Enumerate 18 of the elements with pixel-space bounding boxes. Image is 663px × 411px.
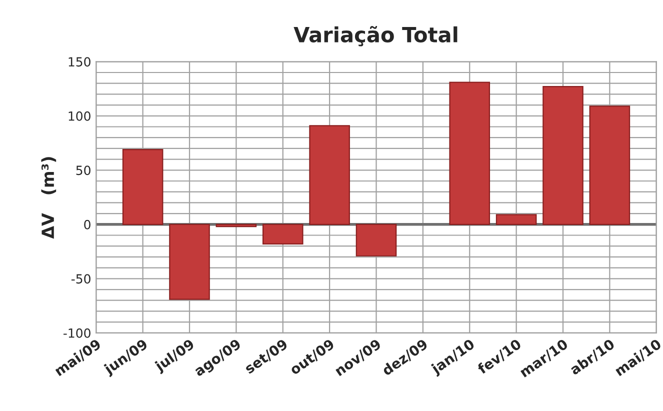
bar: [496, 214, 537, 225]
bar: [216, 224, 257, 228]
y-axis-title: ΔV (m³): [41, 157, 56, 239]
bar: [589, 106, 630, 225]
bar: [309, 125, 350, 225]
bar: [449, 82, 490, 225]
y-tick-label: 150: [68, 57, 90, 67]
bar: [356, 224, 397, 256]
y-tick-label: 0: [84, 220, 90, 230]
y-tick-label: 50: [76, 166, 90, 176]
bar: [122, 148, 164, 225]
bar: [542, 86, 584, 225]
bar: [169, 224, 210, 300]
chart-title: Variação Total: [294, 26, 458, 46]
bar: [262, 224, 304, 244]
y-tick-label: 100: [68, 111, 90, 121]
y-tick-label: -100: [64, 328, 90, 338]
y-tick-label: -50: [71, 274, 90, 284]
